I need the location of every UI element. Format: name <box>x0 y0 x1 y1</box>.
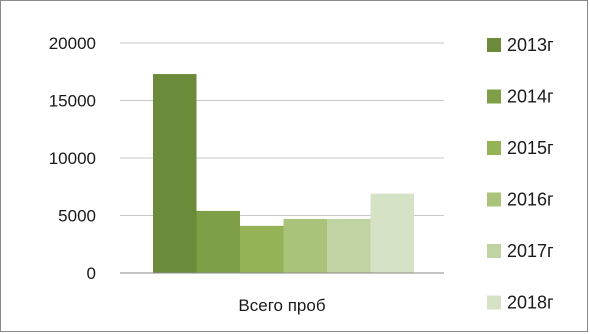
y-tick-label: 5000 <box>58 207 96 226</box>
legend-swatch <box>487 295 501 310</box>
legend-label: 2016г <box>507 190 554 210</box>
bar-2015г <box>240 225 284 273</box>
legend-item: 2013г <box>487 35 554 55</box>
legend-item: 2017г <box>487 241 554 261</box>
y-tick-label: 20000 <box>49 34 96 53</box>
legend-item: 2016г <box>487 190 554 210</box>
y-axis-ticks: 0 5000 10000 15000 20000 <box>49 34 96 283</box>
bar-2016г <box>283 218 327 273</box>
legend-label: 2018г <box>507 293 554 313</box>
bar-2018г <box>370 193 414 273</box>
y-tick-label: 15000 <box>49 92 96 111</box>
bar-2014г <box>196 210 240 273</box>
legend: 2013г 2014г 2015г 2016г 2017г 2018г <box>487 35 554 313</box>
legend-label: 2015г <box>507 138 554 158</box>
bars <box>153 74 414 273</box>
legend-swatch <box>487 38 501 52</box>
legend-item: 2014г <box>487 87 554 107</box>
legend-swatch <box>487 192 501 207</box>
y-tick-label: 10000 <box>49 149 96 168</box>
bar-2017г <box>327 218 371 273</box>
y-tick-label: 0 <box>87 264 96 283</box>
bar-2013г <box>153 74 197 273</box>
legend-label: 2014г <box>507 87 554 107</box>
legend-swatch <box>487 89 501 104</box>
legend-label: 2013г <box>507 35 554 55</box>
x-category-label: Всего проб <box>238 296 325 315</box>
legend-item: 2018г <box>487 293 554 313</box>
legend-label: 2017г <box>507 241 554 261</box>
legend-swatch <box>487 244 501 258</box>
legend-item: 2015г <box>487 138 554 158</box>
legend-swatch <box>487 141 501 155</box>
